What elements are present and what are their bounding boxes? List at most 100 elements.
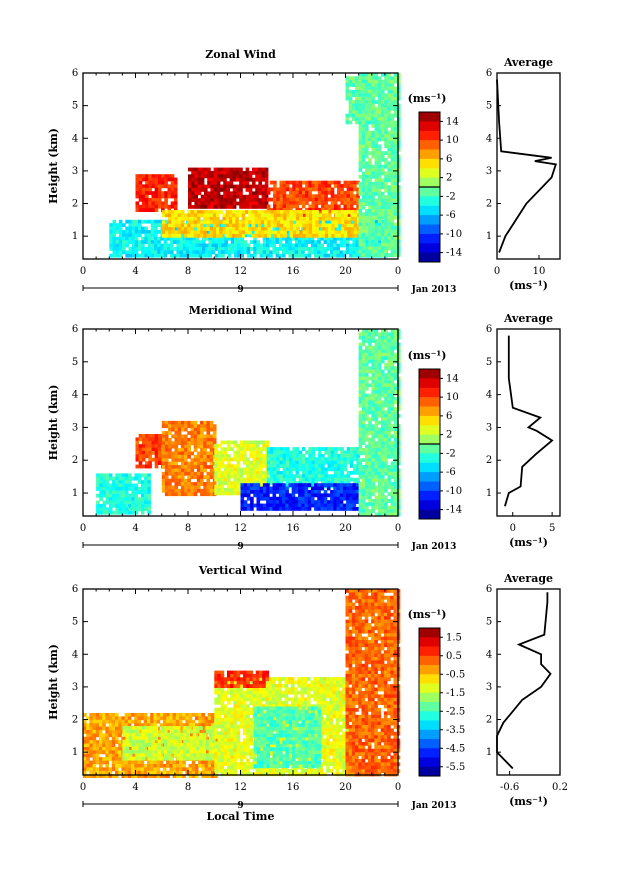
heatmap-cell — [374, 451, 379, 456]
heatmap-cell — [327, 190, 332, 195]
heatmap-cell — [323, 490, 328, 494]
heatmap-cell — [387, 212, 391, 217]
heatmap-cell — [321, 207, 325, 212]
heatmap-cell — [397, 342, 401, 347]
heatmap-cell — [361, 417, 366, 422]
heatmap-cell — [184, 468, 188, 473]
date-day-label: 9 — [237, 285, 243, 295]
heatmap-cell — [397, 363, 401, 367]
heatmap-cell — [161, 471, 166, 476]
heatmap-cell — [266, 240, 270, 244]
heatmap-cell — [365, 502, 369, 507]
heatmap-cell — [397, 482, 401, 486]
heatmap-cell — [374, 137, 379, 142]
heatmap-cell — [292, 213, 297, 218]
heatmap-cell — [374, 253, 379, 257]
heatmap-cell — [361, 380, 366, 384]
heatmap-cell — [371, 461, 375, 466]
heatmap-cell — [233, 474, 237, 479]
heatmap-cell — [314, 240, 318, 244]
heatmap-cell — [164, 478, 169, 483]
heatmap-cell — [261, 177, 266, 182]
heatmap-cell — [342, 250, 347, 255]
heatmap-cell — [336, 243, 340, 248]
heatmap-cell — [368, 458, 372, 462]
heatmap-cell — [390, 107, 395, 111]
heatmap-cell — [358, 332, 363, 337]
heatmap-cell — [381, 212, 385, 217]
heatmap-cell — [236, 167, 240, 172]
heatmap-cell — [377, 431, 382, 435]
heatmap-cell — [305, 481, 309, 485]
heatmap-cell — [374, 168, 379, 172]
heatmap-cell — [233, 488, 237, 492]
heatmap-cell — [390, 499, 395, 503]
heatmap-cell — [390, 468, 395, 473]
y-axis-label: Height (km) — [47, 385, 60, 461]
heatmap-cell — [173, 226, 177, 231]
heatmap-cell — [282, 477, 287, 482]
heatmap-cell — [266, 457, 271, 462]
heatmap-cell — [365, 376, 369, 381]
heatmap-cell — [367, 76, 372, 81]
heatmap-cell — [374, 369, 379, 374]
heatmap-cell — [193, 475, 198, 480]
heatmap-cell — [177, 471, 182, 476]
heatmap-cell — [272, 486, 277, 491]
heatmap-cell — [342, 507, 347, 511]
heatmap-cell — [141, 451, 146, 455]
heatmap-cell — [141, 208, 146, 212]
heatmap-cell — [317, 247, 321, 251]
heatmap-cell — [285, 500, 289, 504]
heatmap-cell — [147, 480, 151, 484]
heatmap-cell — [381, 239, 385, 244]
heatmap-cell — [144, 233, 148, 238]
heatmap-cell — [365, 451, 369, 456]
heatmap-cell — [314, 493, 318, 498]
heatmap-cell — [154, 184, 159, 189]
heatmap-cell — [384, 161, 388, 166]
heatmap-cell — [197, 174, 202, 179]
heatmap-cell — [282, 490, 286, 494]
heatmap-cell — [161, 444, 166, 449]
heatmap-cell — [187, 213, 191, 218]
heatmap-cell — [321, 180, 325, 185]
heatmap-cell — [377, 356, 382, 360]
heatmap-cell — [177, 434, 182, 439]
heatmap-cell — [246, 250, 251, 255]
heatmap-cell — [243, 500, 248, 504]
heatmap-cell — [365, 212, 369, 217]
heatmap-cell — [377, 471, 382, 476]
heatmap-cell — [137, 500, 142, 505]
heatmap-cell — [232, 177, 237, 182]
heatmap-cell — [147, 507, 151, 512]
heatmap-cell — [163, 250, 168, 255]
heatmap-cell — [177, 492, 182, 497]
heatmap-cell — [368, 509, 372, 513]
heatmap-cell — [225, 230, 230, 235]
heatmap-cell — [358, 444, 363, 449]
heatmap-cell — [361, 178, 366, 183]
heatmap-cell — [217, 491, 221, 496]
heatmap-cell — [352, 496, 357, 501]
heatmap-cell — [168, 230, 172, 235]
heatmap-cell — [255, 440, 260, 445]
heatmap-cell — [276, 220, 281, 225]
heatmap-cell — [308, 474, 312, 479]
heatmap-cell — [230, 484, 234, 489]
heatmap-cell — [196, 444, 201, 449]
heatmap-cell — [134, 500, 139, 505]
heatmap-cell — [148, 451, 152, 455]
heatmap-cell — [292, 230, 297, 235]
heatmap-cell — [324, 223, 329, 228]
heatmap-cell — [384, 488, 388, 493]
heatmap-cell — [393, 171, 398, 176]
heatmap-cell — [171, 444, 175, 449]
heatmap-cell — [365, 488, 369, 493]
heatmap-cell — [292, 223, 297, 228]
heatmap-cell — [131, 233, 136, 238]
heatmap-cell — [365, 352, 369, 357]
heatmap-cell — [371, 400, 375, 405]
heatmap-cell — [324, 467, 328, 472]
heatmap-cell — [387, 130, 391, 135]
